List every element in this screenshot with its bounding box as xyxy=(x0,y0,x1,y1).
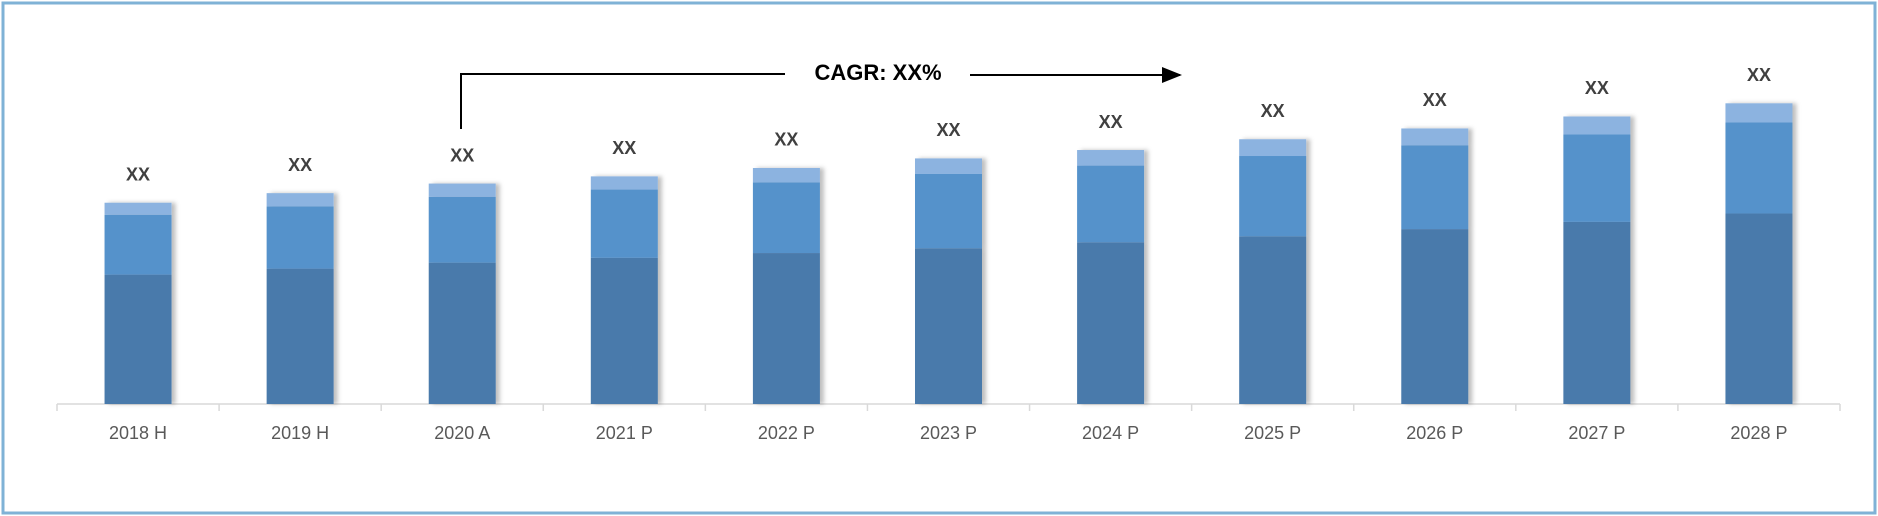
data-label: XX xyxy=(936,120,960,140)
bar-segment xyxy=(1401,128,1469,146)
x-tick-label: 2025 P xyxy=(1244,423,1301,443)
data-label: XX xyxy=(288,155,312,175)
data-label: XX xyxy=(1423,90,1447,110)
bar-segment xyxy=(1401,229,1469,404)
x-tick-label: 2021 P xyxy=(596,423,653,443)
bar-segment xyxy=(915,173,982,249)
bar-segment xyxy=(266,268,334,404)
bar-stack xyxy=(590,176,658,404)
bar-segment xyxy=(1563,134,1631,222)
bar-segment xyxy=(104,274,172,404)
bar-segment xyxy=(915,248,982,404)
bar-stack xyxy=(752,167,820,404)
bar-segment xyxy=(590,176,658,190)
data-label: XX xyxy=(450,145,474,165)
data-label: XX xyxy=(612,138,636,158)
data-label: XX xyxy=(1585,78,1609,98)
bar-segment xyxy=(428,196,496,263)
x-tick-label: 2022 P xyxy=(758,423,815,443)
bar-segment xyxy=(266,206,334,269)
bar-stack xyxy=(1239,139,1307,404)
bar-segment xyxy=(590,257,658,404)
bar-segment xyxy=(1725,122,1793,214)
x-tick-label: 2023 P xyxy=(920,423,977,443)
bar-segment xyxy=(1077,165,1145,243)
bar-segment xyxy=(1239,156,1307,237)
bar-segment xyxy=(104,214,172,275)
bar-stack xyxy=(1563,116,1631,404)
bar-stack xyxy=(104,202,172,404)
x-tick-label: 2019 H xyxy=(271,423,329,443)
bar-segment xyxy=(1401,145,1469,230)
bar-segment xyxy=(428,262,496,404)
cagr-bracket xyxy=(460,73,785,129)
bar-segment xyxy=(1239,236,1307,404)
bar-segment xyxy=(1563,221,1631,404)
bar-segment xyxy=(1077,150,1145,166)
x-tick-label: 2020 A xyxy=(434,423,490,443)
bar-segment xyxy=(1077,242,1145,404)
cagr-label: CAGR: XX% xyxy=(814,60,941,85)
data-label: XX xyxy=(774,130,798,150)
data-label: XX xyxy=(126,164,150,184)
bar-stack xyxy=(428,183,496,404)
bar-stack xyxy=(915,158,982,404)
data-label: XX xyxy=(1747,65,1771,85)
x-tick-label: 2024 P xyxy=(1082,423,1139,443)
plot: 2018 H XX 2019 H XX 2020 A XX 2021 P XX 2022 P XX… xyxy=(56,65,1841,443)
bar-stack xyxy=(266,193,334,404)
bar-segment xyxy=(752,167,820,183)
bar-segment xyxy=(428,183,496,197)
bar-stack xyxy=(1725,103,1793,404)
bar-segment xyxy=(590,189,658,258)
bar-segment xyxy=(915,158,982,174)
bar-segment xyxy=(752,182,820,254)
x-tick-label: 2028 P xyxy=(1730,423,1787,443)
bar-segment xyxy=(1725,103,1793,123)
bar-segment xyxy=(1239,139,1307,157)
data-label: XX xyxy=(1261,101,1285,121)
bar-segment xyxy=(1563,116,1631,135)
bar-stack xyxy=(1077,150,1145,404)
bar-segment xyxy=(104,202,172,215)
bar-segment xyxy=(752,253,820,404)
bar-segment xyxy=(1725,213,1793,404)
bar-stack xyxy=(1401,128,1469,404)
bar-segment xyxy=(266,193,334,207)
x-tick-label: 2027 P xyxy=(1568,423,1625,443)
data-label: XX xyxy=(1099,112,1123,132)
x-tick-label: 2018 H xyxy=(109,423,167,443)
x-tick-label: 2026 P xyxy=(1406,423,1463,443)
